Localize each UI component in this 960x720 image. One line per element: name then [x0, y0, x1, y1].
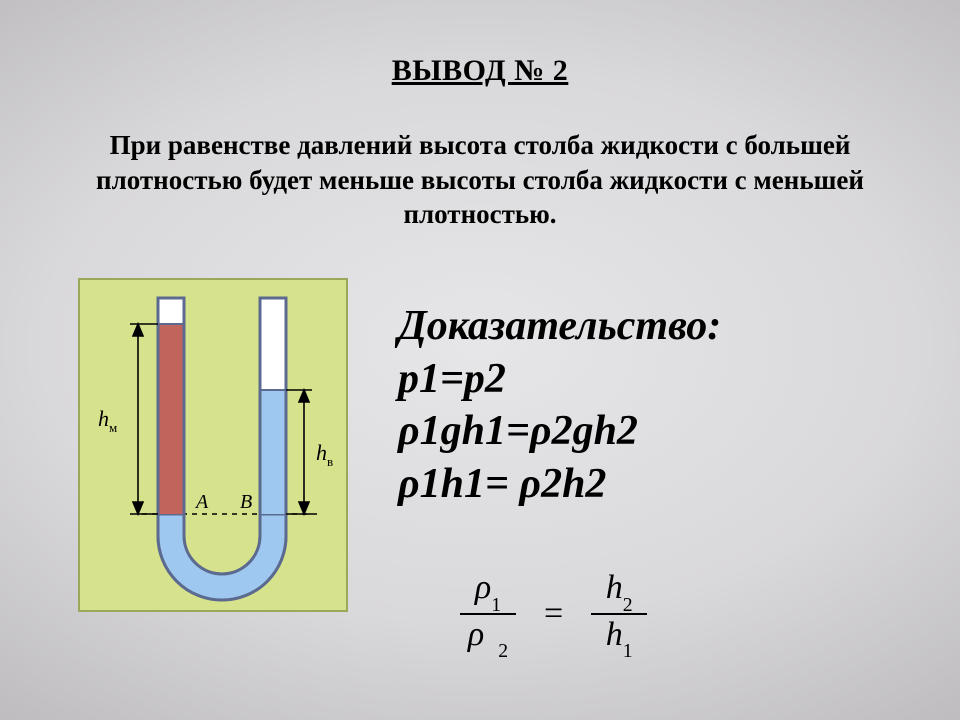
- rho1-sub: 1: [491, 594, 501, 616]
- proof-line-1: p1=p2: [398, 353, 721, 406]
- slide: ВЫВОД № 2 При равенстве давлений высота …: [0, 0, 960, 720]
- proof-block: Доказательство: p1=p2 ρ1gh1=ρ2gh2 ρ1h1= …: [398, 300, 721, 510]
- h1-sub: 1: [623, 640, 633, 662]
- h2: h: [606, 569, 623, 606]
- h-right-label: h: [316, 440, 327, 465]
- svg-text:hм: hм: [98, 406, 117, 435]
- proof-line-2: ρ1gh1=ρ2gh2: [398, 405, 721, 458]
- point-a-label: A: [194, 491, 209, 513]
- h-left-sub: м: [109, 420, 117, 435]
- conclusion-title: ВЫВОД № 2: [0, 54, 960, 88]
- fraction-left: ρ1 ρ2: [460, 570, 516, 657]
- fraction-right: h2 h1: [591, 570, 647, 657]
- u-tube-svg: hм hв A B: [80, 280, 346, 610]
- conclusion-body: При равенстве давлений высота столба жид…: [80, 128, 880, 232]
- rho2: ρ: [468, 616, 484, 653]
- equals-sign: =: [544, 595, 563, 633]
- proof-line-3: ρ1h1= ρ2h2: [398, 458, 721, 511]
- h1: h: [606, 616, 623, 653]
- u-tube-diagram: hм hв A B: [78, 278, 348, 612]
- h-right-sub: в: [327, 454, 333, 469]
- h-left-label: h: [98, 406, 109, 431]
- h2-sub: 2: [623, 594, 633, 616]
- ratio-equation: ρ1 ρ2 = h2 h1: [460, 570, 647, 657]
- svg-text:hв: hв: [316, 440, 333, 469]
- rho2-sub: 2: [498, 640, 508, 662]
- point-b-label: B: [240, 491, 252, 513]
- proof-heading: Доказательство:: [398, 300, 721, 353]
- rho1: ρ: [475, 569, 491, 606]
